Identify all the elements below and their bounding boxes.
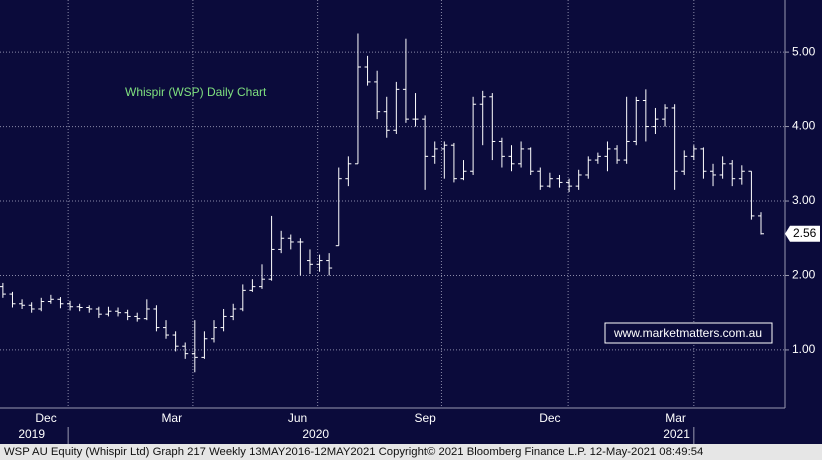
- y-tick-label: 5.00: [792, 44, 816, 58]
- footer: WSP AU Equity (Whispir Ltd) Graph 217 We…: [4, 446, 703, 458]
- x-tick-label: Mar: [161, 411, 182, 425]
- x-tick-label: Sep: [414, 411, 436, 425]
- last-price-box: [785, 225, 820, 242]
- annotation: Whispir (WSP) Daily Chart: [125, 85, 267, 99]
- y-tick-label: 2.00: [792, 268, 816, 282]
- y-tick-label: 4.00: [792, 119, 816, 133]
- footer-bar: [0, 444, 822, 460]
- year-label: 2021: [663, 427, 690, 441]
- year-label: 2019: [18, 427, 45, 441]
- watermark: www.marketmatters.com.au: [613, 326, 762, 340]
- last-price-label: 2.56: [793, 226, 817, 240]
- watermark-box: [604, 322, 773, 344]
- year-label: 2020: [302, 427, 329, 441]
- y-tick-label: 3.00: [792, 193, 816, 207]
- x-tick-label: Dec: [539, 411, 560, 425]
- y-tick-label: 1.00: [792, 342, 816, 356]
- x-tick-label: Jun: [288, 411, 307, 425]
- marks-layer: [0, 33, 765, 373]
- x-tick-label: Dec: [35, 411, 56, 425]
- x-tick-label: Mar: [665, 411, 686, 425]
